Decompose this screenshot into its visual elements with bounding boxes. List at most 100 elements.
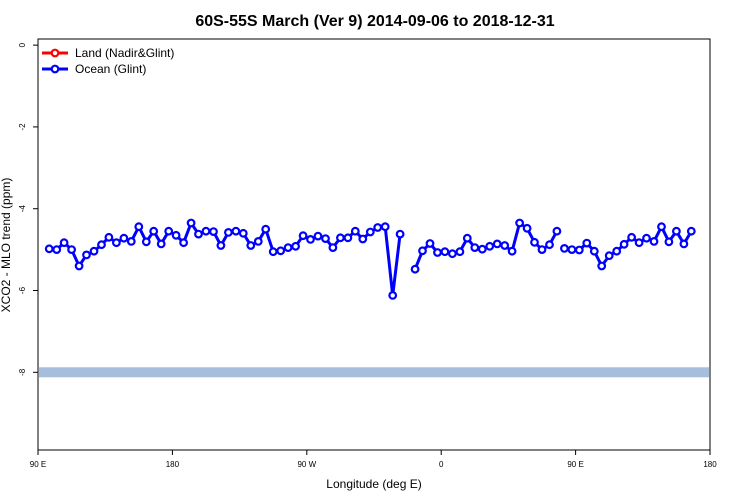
data-point (634, 238, 644, 248)
data-point (321, 234, 330, 244)
data-point (448, 249, 457, 259)
legend-swatch-marker (50, 48, 60, 58)
x-axis-label: Longitude (deg E) (326, 477, 421, 491)
data-point (433, 248, 442, 257)
y-tick-label: 0 (18, 42, 27, 47)
data-point (223, 227, 233, 237)
data-point (560, 243, 569, 253)
legend-item: Land (Nadir&Glint) (42, 46, 174, 60)
y-tick-label: -2 (18, 123, 27, 131)
data-point (313, 231, 323, 241)
legend-swatch-marker (50, 64, 60, 74)
data-point (418, 246, 427, 256)
data-point (209, 227, 218, 237)
data-point (126, 236, 136, 246)
data-point (485, 241, 495, 251)
data-point (336, 233, 345, 243)
data-point (156, 239, 166, 249)
x-tick-label: 90 E (30, 460, 46, 469)
legend: Land (Nadir&Glint) Ocean (Glint) (42, 46, 174, 76)
data-point (537, 245, 547, 255)
chart-title: 60S-55S March (Ver 9) 2014-09-06 to 2018… (195, 13, 554, 30)
legend-label: Ocean (Glint) (75, 62, 146, 76)
data-point (328, 243, 338, 253)
plot-area (39, 218, 709, 378)
data-point (119, 233, 129, 243)
plot-frame (37, 38, 711, 451)
data-point (194, 229, 203, 239)
x-tick-label: 0 (439, 460, 444, 469)
data-point (268, 247, 278, 257)
data-point (500, 241, 510, 250)
data-point (567, 245, 577, 255)
x-tick-label: 90 W (297, 460, 316, 469)
data-point (492, 239, 502, 249)
data-point (574, 245, 584, 255)
x-tick-label: 180 (703, 460, 717, 469)
data-point (477, 244, 487, 254)
data-point (425, 239, 435, 248)
x-axis: 90 E 180 90 W 0 90 E 180 (30, 450, 717, 469)
data-point (373, 223, 383, 232)
data-point (462, 233, 472, 243)
data-point (216, 241, 226, 250)
data-point (380, 222, 390, 232)
data-point (283, 243, 293, 253)
data-point (306, 234, 315, 244)
data-point (44, 244, 54, 254)
data-point (686, 226, 696, 236)
y-tick-label: -6 (18, 286, 27, 294)
data-point (522, 223, 532, 233)
data-point (672, 226, 681, 236)
data-point (253, 236, 263, 246)
data-point (74, 261, 84, 271)
data-point (89, 246, 99, 256)
data-point (246, 241, 256, 250)
data-point (410, 264, 420, 274)
data-point (679, 239, 689, 249)
reference-band (39, 367, 709, 378)
data-point (97, 240, 106, 250)
y-axis-label: XCO2 - MLO trend (ppm) (0, 178, 13, 313)
data-point (134, 222, 144, 232)
data-point (642, 233, 651, 243)
data-point (365, 227, 375, 237)
data-point (649, 236, 659, 246)
data-point (657, 222, 666, 232)
data-point (291, 241, 301, 251)
data-point (627, 232, 636, 242)
data-point (545, 240, 554, 250)
data-point (619, 239, 629, 249)
data-point (507, 246, 517, 256)
data-point (111, 238, 121, 248)
data-point (231, 226, 241, 236)
data-point (612, 246, 622, 256)
x-tick-label: 180 (166, 460, 180, 469)
legend-label: Land (Nadir&Glint) (75, 46, 174, 60)
data-point (149, 226, 159, 236)
data-point (261, 224, 271, 234)
data-point (179, 238, 189, 248)
data-point (104, 232, 114, 242)
data-point (664, 237, 674, 247)
data-point (597, 261, 607, 271)
y-tick-label: -8 (18, 368, 27, 376)
legend-item: Ocean (Glint) (42, 62, 146, 76)
data-point (470, 243, 480, 253)
data-point (59, 238, 69, 248)
data-point (604, 251, 614, 261)
data-point (238, 228, 248, 238)
data-point (186, 218, 196, 228)
data-point (589, 246, 599, 256)
y-axis: 0 -2 -4 -6 -8 (18, 42, 38, 376)
data-point (358, 234, 368, 244)
data-point (82, 250, 91, 260)
data-point (395, 229, 405, 239)
data-point (171, 230, 181, 240)
data-point (52, 245, 62, 255)
y-tick-label: -4 (18, 205, 27, 213)
data-point (276, 246, 286, 256)
data-point (440, 247, 450, 257)
data-point (552, 226, 562, 236)
